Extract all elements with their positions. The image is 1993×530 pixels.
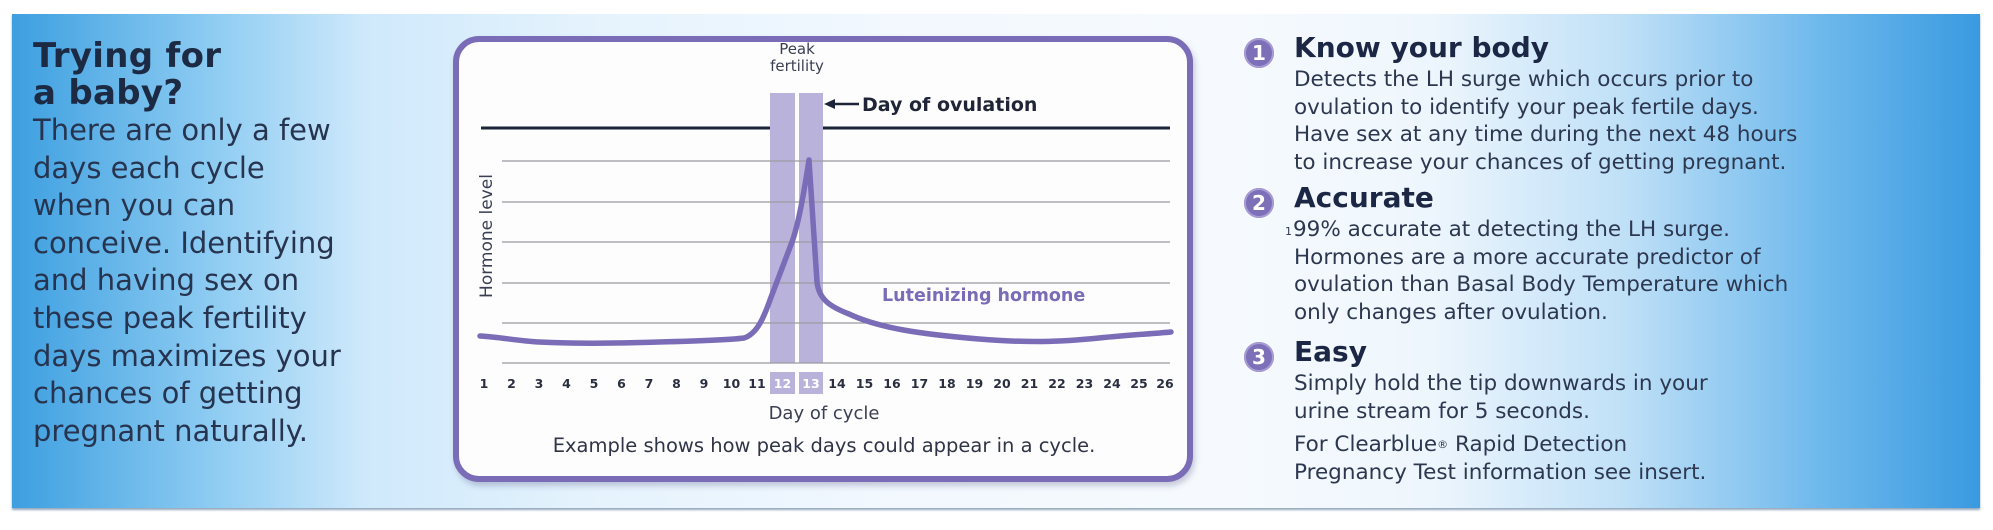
tick-label: 20: [993, 376, 1011, 391]
feature-line: 99% accurate at detecting the LH surge.: [1293, 217, 1730, 242]
tick-label: 22: [1048, 376, 1065, 391]
tick-label: 8: [672, 376, 681, 391]
tick-label: 19: [966, 376, 983, 391]
intro-line: these peak fertility: [33, 300, 307, 335]
heading-line-1: Trying for: [33, 36, 222, 76]
feature-body: Simply hold the tip downwards in your ur…: [1294, 370, 1958, 425]
tick-label: 3: [535, 376, 544, 391]
intro-body: There are only a few days each cycle whe…: [33, 112, 443, 450]
intro-line: There are only a few: [33, 113, 331, 147]
note-text: Pregnancy Test information see insert.: [1294, 459, 1707, 485]
lh-chart: Peak fertility Day of ovulation Hormone …: [477, 40, 1174, 457]
x-axis-label: Day of cycle: [769, 403, 880, 424]
number-1-icon: 1: [1244, 38, 1274, 68]
feature-line: Detects the LH surge which occurs prior …: [1294, 67, 1754, 92]
heading-line-2: a baby?: [33, 73, 184, 113]
arrow-head-icon: [824, 99, 835, 109]
intro-line: when you can: [33, 188, 236, 223]
tick-highlight-13: [799, 372, 823, 394]
features-section: 1 Know your body Detects the LH surge wh…: [1238, 30, 1958, 486]
feature-line: ovulation than Basal Body Temperature wh…: [1294, 272, 1789, 297]
series-label: Luteinizing hormone: [882, 286, 1085, 306]
feature-accurate: 2 Accurate 199% accurate at detecting th…: [1238, 180, 1958, 326]
feature-body: Detects the LH surge which occurs prior …: [1294, 66, 1958, 176]
tick-label: 14: [828, 376, 846, 391]
tick-highlight-12: [770, 372, 795, 394]
peak-label: fertility: [770, 57, 824, 75]
note-text: For Clearblue: [1294, 432, 1438, 457]
x-ticks: 1 2 3 4 5 6 7 8 9 10 11 12 13 14 15 16 1…: [480, 376, 1174, 391]
feature-line: Have sex at any time during the next 48 …: [1294, 122, 1798, 147]
tick-label: 13: [802, 376, 819, 391]
feature-line: urine stream for 5 seconds.: [1294, 398, 1590, 424]
number-2-icon: 2: [1244, 188, 1274, 218]
tick-label: 11: [748, 376, 765, 391]
tick-label: 24: [1103, 376, 1121, 391]
tick-label: 16: [883, 376, 901, 391]
intro-heading: Trying for a baby?: [33, 38, 443, 112]
tick-label: 26: [1156, 376, 1174, 391]
tick-label: 23: [1076, 376, 1093, 391]
y-axis-label: Hormone level: [477, 174, 497, 298]
intro-line: chances of getting: [33, 376, 303, 411]
lh-chart-card: Peak fertility Day of ovulation Hormone …: [453, 36, 1193, 482]
intro-line: conceive. Identifying: [33, 225, 335, 260]
tick-label: 5: [590, 376, 599, 391]
intro-line: days maximizes your: [33, 338, 341, 373]
tick-label: 10: [723, 376, 741, 391]
intro-line: and having sex on: [33, 263, 300, 298]
feature-line: Hormones are a more accurate predictor o…: [1294, 244, 1761, 270]
insert-note: For Clearblue® Rapid Detection Pregnancy…: [1294, 431, 1958, 486]
tick-label: 12: [774, 376, 791, 391]
peak-label: Peak: [779, 42, 815, 58]
tick-label: 18: [938, 376, 955, 391]
tick-label: 21: [1021, 376, 1038, 391]
tick-label: 6: [617, 376, 626, 391]
feature-easy: 3 Easy Simply hold the tip downwards in …: [1238, 334, 1958, 486]
feature-title: Accurate: [1294, 181, 1434, 214]
feature-line: ovulation to identify your peak fertile …: [1294, 94, 1759, 120]
tick-label: 2: [507, 376, 516, 391]
feature-body: 199% accurate at detecting the LH surge.…: [1285, 216, 1958, 326]
registered-mark: ®: [1437, 438, 1449, 451]
lh-curve: [477, 157, 1174, 346]
tick-label: 7: [645, 376, 654, 391]
feature-know-your-body: 1 Know your body Detects the LH surge wh…: [1238, 30, 1958, 176]
intro-line: pregnant naturally.: [33, 413, 309, 448]
tick-label: 15: [856, 376, 873, 391]
chart-caption: Example shows how peak days could appear…: [553, 434, 1096, 457]
peak-band-day-12: [770, 93, 795, 363]
tick-label: 1: [480, 376, 489, 391]
tick-label: 9: [700, 376, 709, 391]
tick-label: 25: [1130, 376, 1147, 391]
ovulation-label: Day of ovulation: [862, 94, 1037, 116]
tick-label: 17: [911, 376, 928, 391]
feature-title: Easy: [1294, 335, 1367, 368]
feature-line: Simply hold the tip downwards in your: [1294, 371, 1708, 396]
feature-title: Know your body: [1294, 31, 1550, 64]
feature-line: only changes after ovulation.: [1294, 299, 1608, 325]
footnote-mark: 1: [1285, 225, 1292, 238]
tick-label: 4: [562, 376, 571, 391]
intro-section: Trying for a baby? There are only a few …: [33, 38, 443, 450]
number-3-icon: 3: [1244, 342, 1274, 372]
gridlines: [502, 160, 1170, 364]
intro-line: days each cycle: [33, 150, 265, 185]
feature-line: to increase your chances of getting preg…: [1294, 149, 1787, 175]
note-text: Rapid Detection: [1448, 432, 1628, 457]
